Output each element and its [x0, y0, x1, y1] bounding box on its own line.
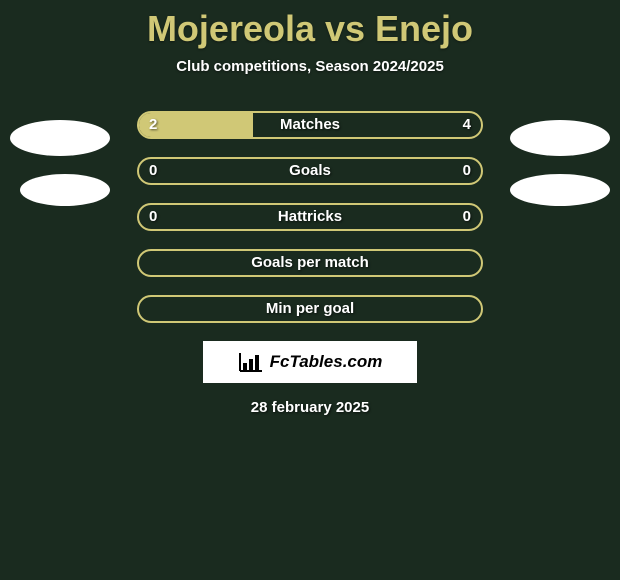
- stat-bar: Goals per match: [137, 249, 483, 277]
- page-title: Mojereola vs Enejo: [0, 0, 620, 50]
- bar-label: Goals: [139, 159, 481, 183]
- date-text: 28 february 2025: [0, 399, 620, 416]
- stat-bar: 00Goals: [137, 157, 483, 185]
- brand-box: FcTables.com: [203, 341, 417, 383]
- subtitle: Club competitions, Season 2024/2025: [0, 58, 620, 75]
- bar-label: Hattricks: [139, 205, 481, 229]
- stat-bar: 24Matches: [137, 111, 483, 139]
- bar-label: Goals per match: [139, 251, 481, 275]
- stat-bar: 00Hattricks: [137, 203, 483, 231]
- brand-text: FcTables.com: [270, 352, 383, 372]
- team-left-logo: [10, 120, 110, 156]
- team-left-logo-2: [20, 174, 110, 206]
- team-right-logo: [510, 120, 610, 156]
- bar-label: Min per goal: [139, 297, 481, 321]
- stat-bar: Min per goal: [137, 295, 483, 323]
- bar-chart-icon: [238, 351, 264, 373]
- team-right-logo-2: [510, 174, 610, 206]
- stats-bars: 24Matches 00Goals 00Hattricks Goals per mat…: [137, 111, 483, 323]
- bar-label: Matches: [139, 113, 481, 137]
